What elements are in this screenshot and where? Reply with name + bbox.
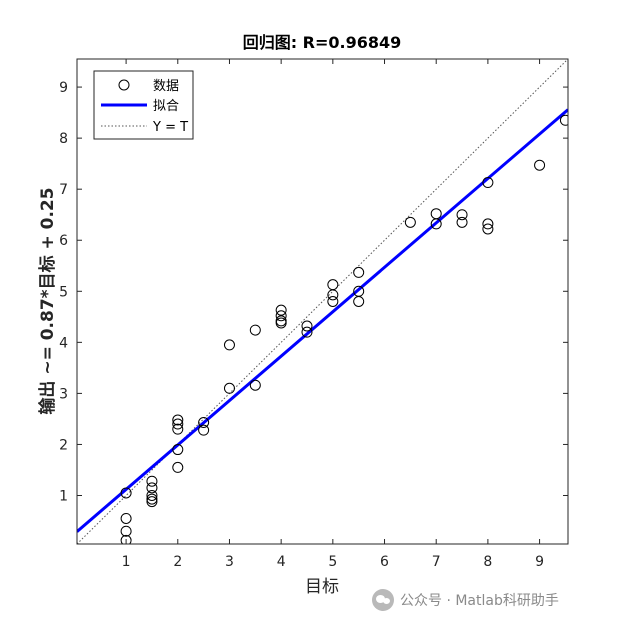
data-point bbox=[172, 423, 184, 435]
legend-marker-data bbox=[118, 79, 130, 91]
data-point bbox=[404, 216, 416, 228]
x-tick-label: 2 bbox=[173, 554, 182, 570]
data-point bbox=[456, 209, 468, 221]
data-point bbox=[327, 289, 339, 301]
x-tick-label: 7 bbox=[432, 554, 441, 570]
data-point bbox=[353, 296, 365, 307]
y-tick-label: 6 bbox=[59, 233, 68, 249]
y-axis-label: 输出 ~= 0.87*目标 + 0.25 bbox=[37, 187, 58, 414]
data-point bbox=[120, 487, 132, 499]
data-point bbox=[482, 223, 494, 235]
x-tick-label: 3 bbox=[225, 554, 234, 570]
data-point bbox=[223, 382, 235, 394]
fit-line bbox=[77, 108, 568, 533]
x-tick-label: 6 bbox=[380, 554, 389, 570]
data-point bbox=[120, 525, 132, 537]
x-tick-label: 4 bbox=[277, 554, 286, 570]
x-tick-label: 9 bbox=[535, 554, 544, 570]
watermark: 公众号 · Matlab科研助手 bbox=[372, 588, 559, 612]
data-point bbox=[482, 177, 494, 189]
data-point bbox=[146, 490, 158, 501]
data-point bbox=[198, 424, 210, 436]
legend-label-data: 数据 bbox=[153, 79, 179, 94]
data-point bbox=[249, 324, 261, 336]
y-tick-label: 5 bbox=[59, 284, 68, 300]
y-tick-label: 3 bbox=[59, 386, 68, 402]
y-tick-label: 8 bbox=[59, 131, 68, 147]
x-tick-label: 8 bbox=[483, 554, 492, 570]
x-axis-label: 目标 bbox=[305, 577, 339, 597]
data-point bbox=[223, 339, 235, 351]
data-point bbox=[172, 414, 184, 426]
y-tick-label: 1 bbox=[59, 489, 68, 505]
data-point bbox=[198, 416, 210, 428]
watermark-text: 公众号 · Matlab科研助手 bbox=[400, 593, 559, 609]
data-point bbox=[482, 218, 494, 230]
y-tick-label: 2 bbox=[59, 437, 68, 453]
data-point bbox=[120, 534, 132, 544]
data-point bbox=[275, 317, 287, 329]
data-point bbox=[301, 326, 313, 338]
x-tick-label: 5 bbox=[328, 554, 337, 570]
y-tick-label: 9 bbox=[59, 80, 68, 96]
legend-label-identity: Y = T bbox=[152, 120, 188, 135]
legend: 数据 拟合 Y = T bbox=[93, 70, 194, 140]
data-point bbox=[275, 310, 287, 322]
data-point bbox=[172, 418, 184, 430]
chart-title: 回归图: R=0.96849 bbox=[243, 33, 402, 52]
data-point bbox=[146, 482, 158, 494]
wechat-icon bbox=[372, 589, 394, 611]
legend-label-fit: 拟合 bbox=[153, 99, 179, 114]
x-tick-label: 1 bbox=[122, 554, 131, 570]
data-point bbox=[275, 304, 287, 316]
data-point bbox=[146, 475, 158, 487]
axes-frame bbox=[76, 58, 569, 545]
data-point bbox=[301, 320, 313, 332]
data-point bbox=[172, 461, 184, 473]
data-point bbox=[172, 444, 184, 456]
data-point bbox=[146, 496, 158, 508]
data-point bbox=[353, 266, 365, 278]
data-point bbox=[559, 114, 568, 126]
data-point bbox=[456, 216, 468, 228]
data-point bbox=[146, 493, 158, 505]
data-point bbox=[249, 379, 261, 391]
identity-line bbox=[77, 59, 568, 544]
y-tick-label: 7 bbox=[59, 182, 68, 198]
data-point bbox=[120, 512, 132, 524]
y-tick-label: 4 bbox=[59, 335, 68, 351]
data-point bbox=[534, 159, 546, 171]
data-point bbox=[327, 296, 339, 307]
data-point bbox=[430, 218, 442, 230]
